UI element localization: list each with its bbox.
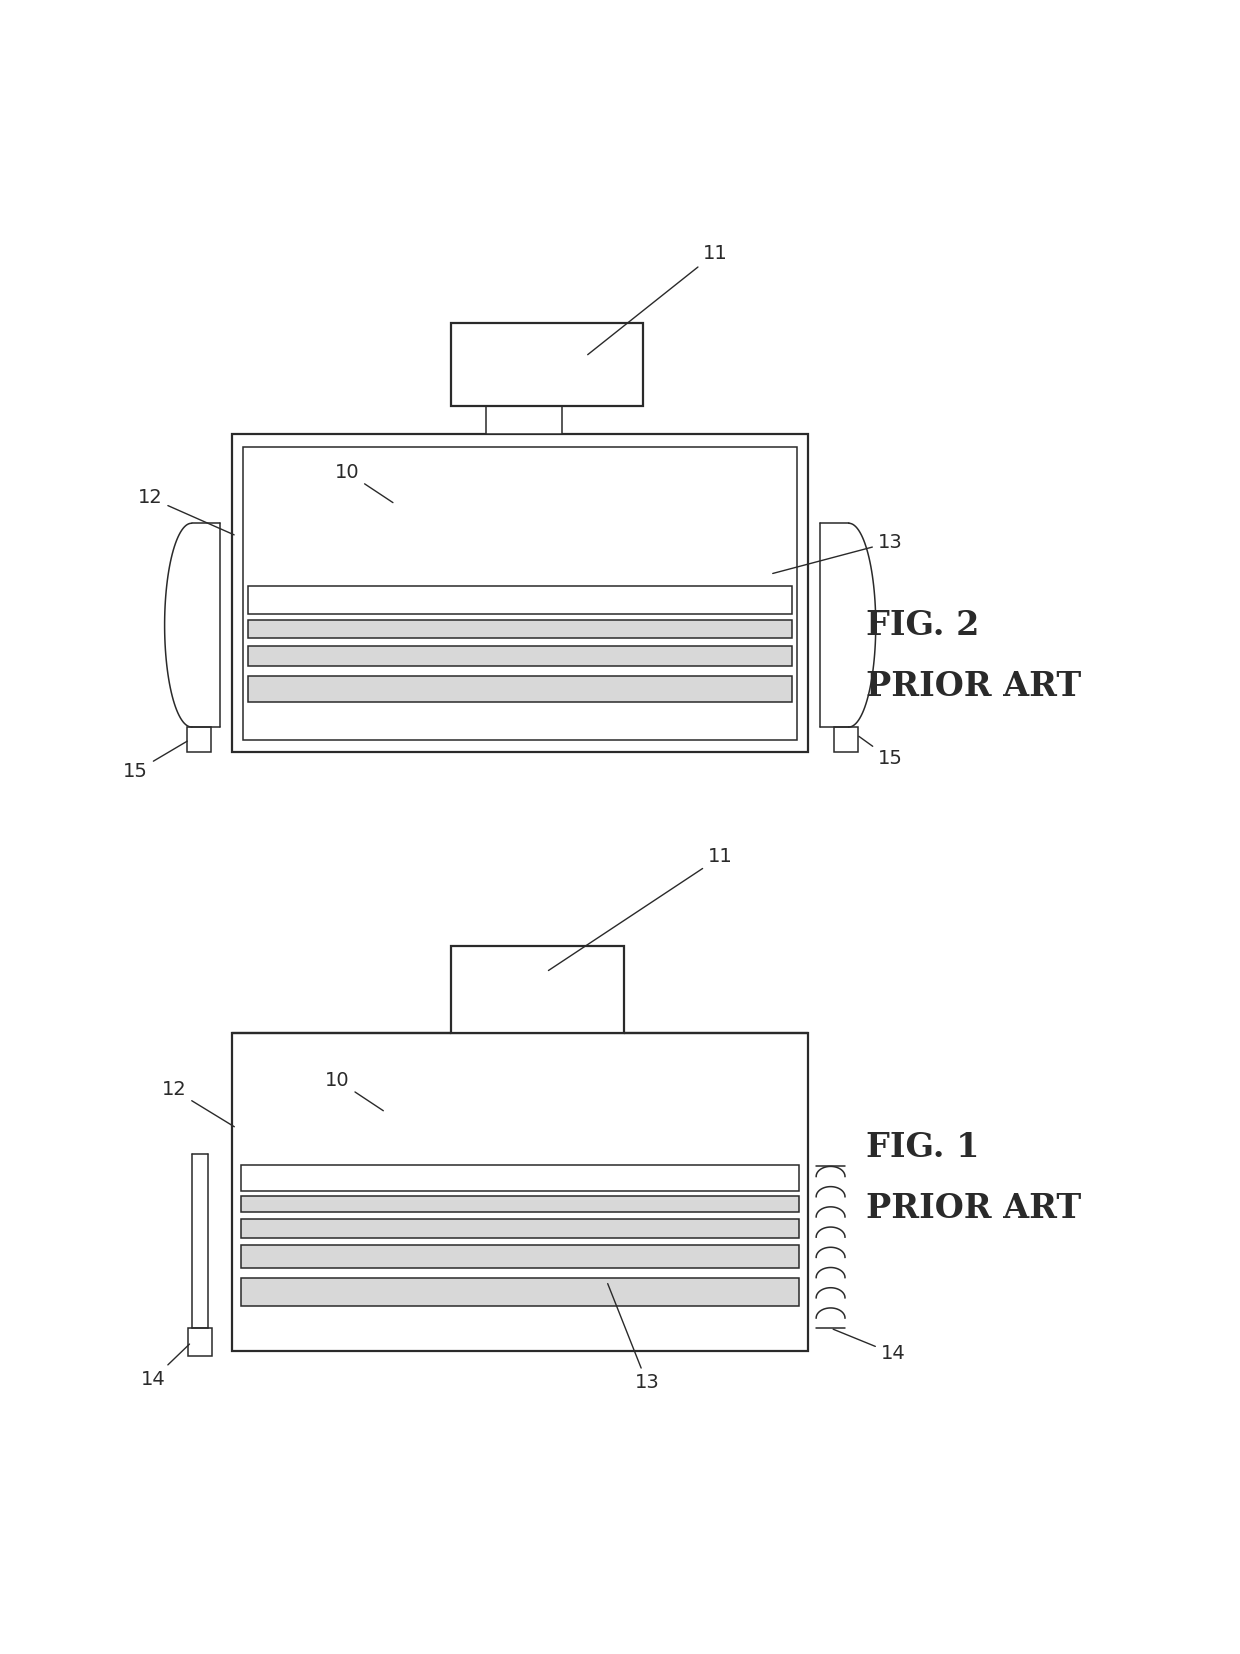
Text: 12: 12 <box>162 1080 234 1126</box>
Bar <box>451 323 644 407</box>
Text: 12: 12 <box>138 488 234 534</box>
Text: 15: 15 <box>859 736 903 769</box>
Text: 10: 10 <box>325 1070 383 1111</box>
Text: PRIOR ART: PRIOR ART <box>866 670 1081 703</box>
Bar <box>242 1196 799 1212</box>
Text: FIG. 1: FIG. 1 <box>866 1131 980 1164</box>
Text: PRIOR ART: PRIOR ART <box>866 1193 1081 1226</box>
Text: 15: 15 <box>123 741 187 781</box>
Text: 10: 10 <box>335 463 393 503</box>
Text: 13: 13 <box>608 1284 660 1393</box>
Bar <box>232 1032 808 1351</box>
Text: 11: 11 <box>588 243 728 354</box>
Text: 14: 14 <box>140 1345 190 1389</box>
Bar <box>248 645 792 667</box>
Bar <box>451 946 624 1032</box>
Text: 14: 14 <box>833 1330 905 1363</box>
Bar <box>248 676 792 701</box>
Bar <box>242 1164 799 1191</box>
Bar <box>243 447 797 739</box>
Bar <box>242 1245 799 1269</box>
Bar <box>248 620 792 638</box>
Bar <box>242 1279 799 1307</box>
Text: FIG. 2: FIG. 2 <box>866 609 980 642</box>
Bar <box>187 1328 212 1356</box>
Bar <box>486 407 563 433</box>
Bar <box>242 1219 799 1237</box>
Text: 11: 11 <box>548 847 733 971</box>
Bar <box>232 433 808 753</box>
Bar <box>187 728 211 753</box>
Text: 13: 13 <box>773 533 903 574</box>
Bar <box>835 728 858 753</box>
Bar <box>248 586 792 614</box>
